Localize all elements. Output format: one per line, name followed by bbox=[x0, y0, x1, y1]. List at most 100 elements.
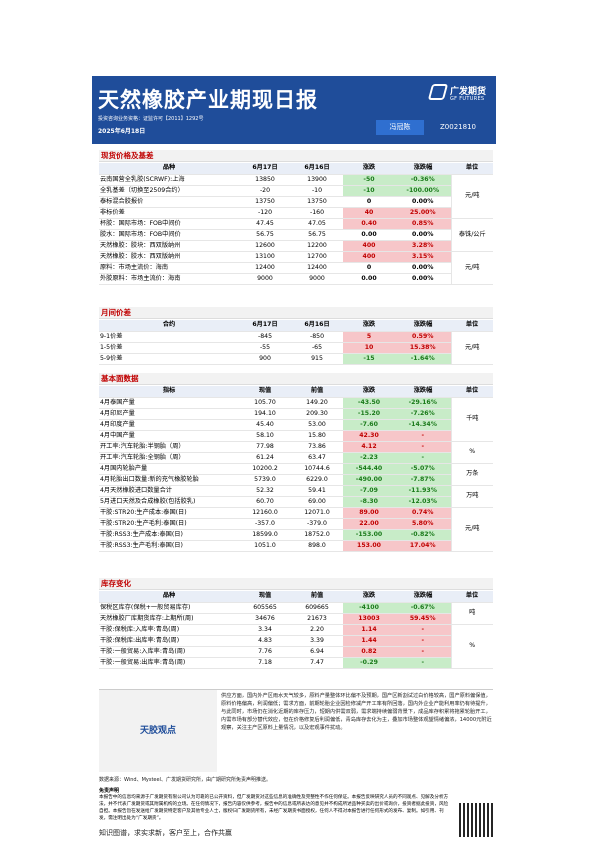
current-value: 7.76 bbox=[239, 646, 291, 658]
current-value: 77.98 bbox=[239, 441, 291, 453]
footer: 数据来源：Wind、Mysteel、广发期货研究所，由广期研究所免责声明推送。 … bbox=[99, 776, 493, 822]
change-pct: -12.03% bbox=[395, 496, 451, 508]
current-value: 1051.0 bbox=[239, 540, 291, 552]
table-row: 非标价差 -120 -160 40 25.00% bbox=[99, 207, 493, 219]
change-value: 13003 bbox=[343, 613, 395, 625]
previous-value: 59.41 bbox=[291, 485, 343, 497]
col-header: 涨跌 bbox=[343, 163, 395, 175]
current-value: 9000 bbox=[239, 273, 291, 285]
previous-value: 6229.0 bbox=[291, 474, 343, 486]
change-value: 5 bbox=[343, 331, 395, 343]
change-value: 0 bbox=[343, 196, 395, 208]
table-header-row: 品种 6月17日 6月16日 涨跌 涨跌幅 单位 bbox=[99, 163, 493, 175]
unit-cell: % bbox=[450, 441, 493, 464]
unit-cell: 元/吨 bbox=[450, 331, 493, 365]
current-value: 605565 bbox=[239, 602, 291, 614]
row-name: 天然橡胶厂库期货库存:上期所(周) bbox=[99, 613, 239, 625]
current-value: 12400 bbox=[239, 262, 291, 274]
change-pct: - bbox=[395, 646, 451, 658]
col-header: 单位 bbox=[451, 591, 493, 603]
col-header: 涨跌幅 bbox=[395, 320, 451, 332]
previous-value: 63.47 bbox=[291, 452, 343, 464]
table-row: 干胶:一般贸易:入库率:青岛(周) 7.76 6.94 0.82- bbox=[99, 646, 493, 658]
col-header: 品种 bbox=[99, 163, 239, 175]
col-header: 6月16日 bbox=[291, 320, 343, 332]
row-name: 保税区库存(保税+一般贸易库存) bbox=[99, 602, 239, 614]
change-value: -8.30 bbox=[343, 496, 395, 508]
change-pct: 15.38% bbox=[395, 342, 451, 354]
analyst-id: Z0021810 bbox=[424, 120, 492, 135]
table-row: 杯胶：国际市场：FOB中间价 47.45 47.05 0.40 0.85% 泰铢/公斤 bbox=[99, 218, 493, 252]
previous-value: 69.00 bbox=[291, 496, 343, 508]
current-value: 900 bbox=[239, 353, 291, 365]
row-name: 4月轮胎出口数量:新的充气橡胶轮胎 bbox=[99, 474, 239, 486]
report-header: 天然橡胶产业期现日报 广发期货 GF FUTURES 投资咨询业务资格：证监许可… bbox=[92, 76, 496, 144]
row-name: 泰标混合胶报价 bbox=[99, 196, 239, 208]
previous-value: -379.0 bbox=[291, 518, 343, 530]
previous-value: 209.30 bbox=[291, 408, 343, 420]
current-value: 5739.0 bbox=[239, 474, 291, 486]
report-date: 2025年6月18日 bbox=[98, 128, 146, 135]
qr-code-icon bbox=[459, 803, 493, 837]
row-name: 9-1价差 bbox=[99, 331, 239, 343]
change-pct: - bbox=[395, 430, 451, 442]
table-row: 干胶:STR20:生产毛利:泰国(日) -357.0 -379.0 22.00 5.80… bbox=[99, 518, 493, 530]
table-row: 1-5价差 -55 -65 10 15.38% bbox=[99, 342, 493, 354]
row-name: 干胶:RSS3:生产毛利:泰国(日) bbox=[99, 540, 239, 552]
table-row: 泰标混合胶报价 13750 13750 0 0.00% bbox=[99, 196, 493, 208]
current-value: 3.34 bbox=[239, 624, 291, 636]
previous-value: 13900 bbox=[291, 174, 343, 186]
table-row: 4月国内轮胎产量 10200.2 10744.6 -544.40 -5.07% 万条 bbox=[99, 463, 493, 486]
change-pct: -5.07% bbox=[395, 463, 451, 475]
change-value: -50 bbox=[343, 174, 395, 186]
previous-value: 56.75 bbox=[291, 229, 343, 241]
unit-cell: 万吨 bbox=[450, 485, 493, 508]
col-header: 单位 bbox=[451, 163, 493, 175]
logo-en: GF FUTURES bbox=[450, 96, 485, 102]
current-value: 60.70 bbox=[239, 496, 291, 508]
current-value: 194.10 bbox=[239, 408, 291, 420]
current-value: 13100 bbox=[239, 251, 291, 263]
change-value: -7.60 bbox=[343, 419, 395, 431]
col-header: 前值 bbox=[291, 591, 343, 603]
unit-cell: 千吨 bbox=[450, 397, 493, 442]
table-row: 干胶:保税库:出库率:青岛(周) 4.83 3.39 1.44- bbox=[99, 635, 493, 647]
col-header: 单位 bbox=[451, 386, 493, 398]
previous-value: 7.47 bbox=[291, 657, 343, 669]
change-pct: 25.00% bbox=[395, 207, 451, 219]
col-header: 涨跌幅 bbox=[395, 386, 451, 398]
row-name: 5-9价差 bbox=[99, 353, 239, 365]
change-pct: -29.16% bbox=[395, 397, 451, 409]
change-pct: - bbox=[395, 657, 451, 669]
row-name: 干胶:一般贸易:入库率:青岛(周) bbox=[99, 646, 239, 658]
change-value: 40 bbox=[343, 207, 395, 219]
table-row: 天然橡胶：胶水：西双版纳州 13100 12700 400 3.15% 元/吨 bbox=[99, 251, 493, 285]
fundamentals-table: 指标 现值 前值 涨跌 涨跌幅 单位 4月泰国产量 105.70 149.20 -43… bbox=[99, 386, 493, 552]
table-row: 4月天然橡胶进口数量合计 52.32 59.41 -7.09 -11.93% 万吨 bbox=[99, 485, 493, 508]
row-name: 干胶:STR20:生产毛利:泰国(日) bbox=[99, 518, 239, 530]
row-name: 全乳基差（切换至2509合约） bbox=[99, 185, 239, 197]
current-value: 105.70 bbox=[239, 397, 291, 409]
current-value: 18599.0 bbox=[239, 529, 291, 541]
current-value: 61.24 bbox=[239, 452, 291, 464]
row-name: 云南国营全乳胶(SCRWF):上海 bbox=[99, 174, 239, 186]
change-pct: 0.00% bbox=[395, 262, 451, 274]
change-value: -2.23 bbox=[343, 452, 395, 464]
analyst-badge: 冯冠陈 Z0021810 bbox=[376, 120, 492, 135]
row-name: 外胶原料：市场主流价：海南 bbox=[99, 273, 239, 285]
change-pct: -0.67% bbox=[395, 602, 451, 614]
change-value: -10 bbox=[343, 185, 395, 197]
col-header: 前值 bbox=[291, 386, 343, 398]
current-value: 12600 bbox=[239, 240, 291, 252]
footer-slogan: 知识图谱，求实求新，客户至上，合作共赢 bbox=[99, 829, 232, 837]
inventory-table: 品种 现值 前值 涨跌 涨跌幅 单位 保税区库存(保税+一般贸易库存) 60556… bbox=[99, 591, 493, 669]
table-row: 4月中国产量 58.10 15.80 42.30- bbox=[99, 430, 493, 442]
change-pct: - bbox=[395, 452, 451, 464]
col-header: 单位 bbox=[451, 320, 493, 332]
table-header-row: 品种 现值 前值 涨跌 涨跌幅 单位 bbox=[99, 591, 493, 603]
table-row: 5月进口天然及合成橡胶(包括胶乳) 60.70 69.00 -8.30 -12.03% bbox=[99, 496, 493, 508]
previous-value: -160 bbox=[291, 207, 343, 219]
row-name: 5月进口天然及合成橡胶(包括胶乳) bbox=[99, 496, 239, 508]
current-value: -845 bbox=[239, 331, 291, 343]
previous-value: 47.05 bbox=[291, 218, 343, 230]
